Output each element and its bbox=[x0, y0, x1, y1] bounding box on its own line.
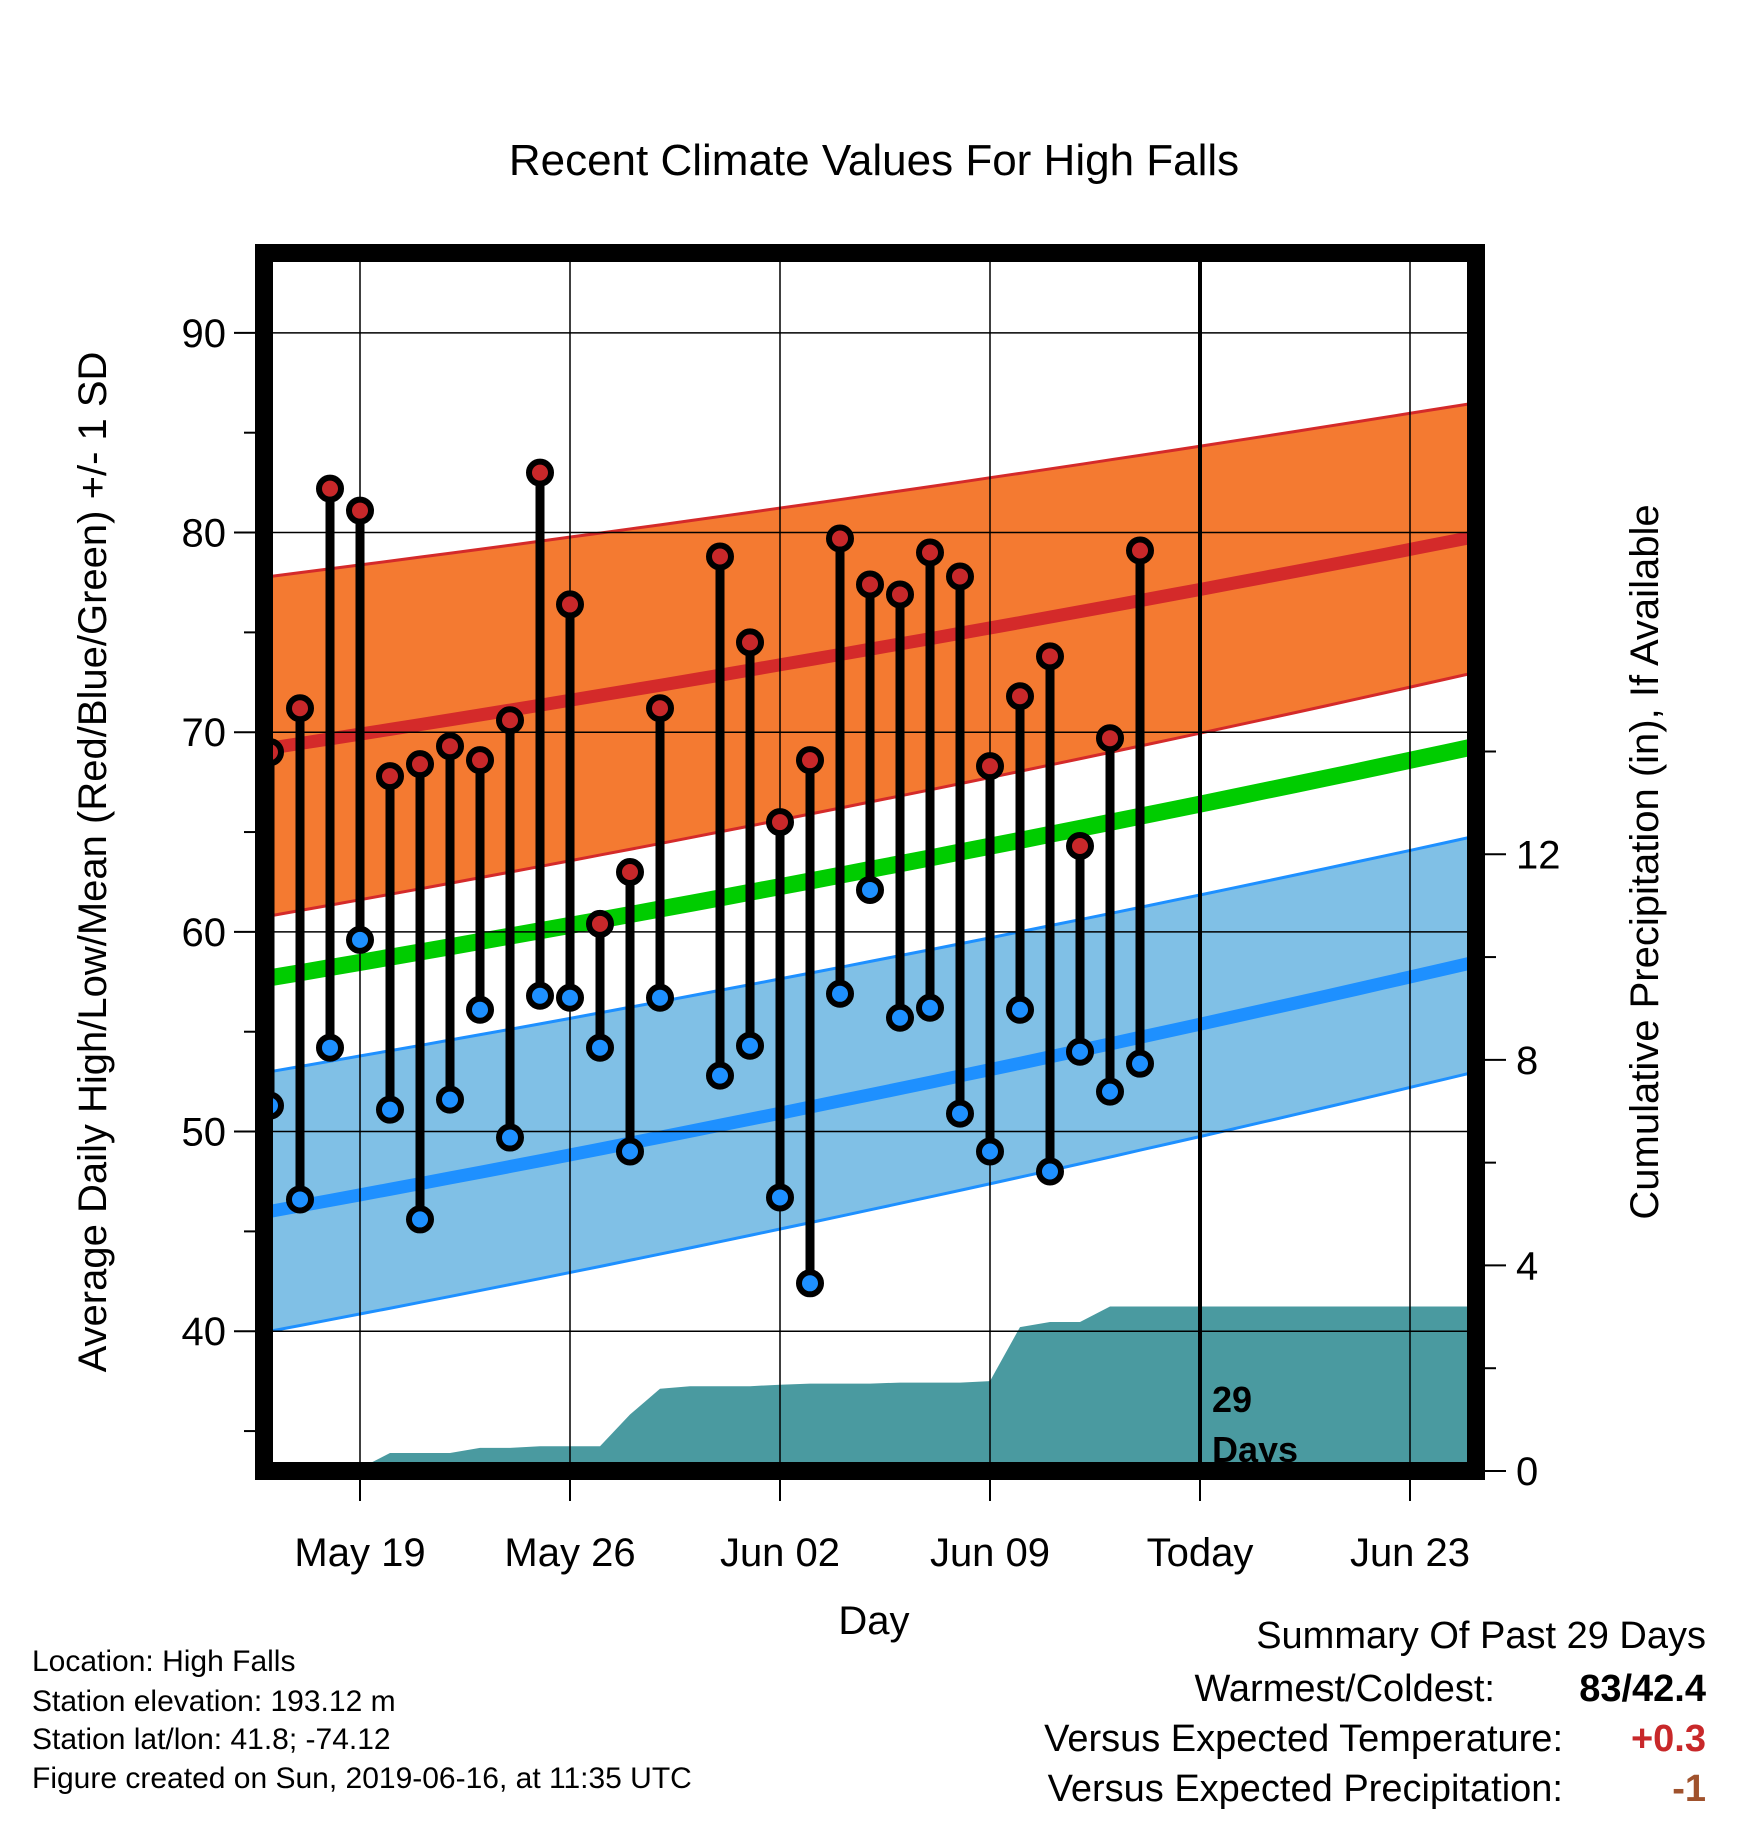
daily-low-point bbox=[526, 981, 554, 1010]
daily-low-point bbox=[586, 1033, 614, 1062]
daily-high-point bbox=[946, 562, 974, 591]
daily-low-point bbox=[346, 925, 374, 954]
daily-low-point bbox=[736, 1031, 764, 1060]
x-axis-label: Day bbox=[838, 1599, 909, 1643]
daily-low-point bbox=[1126, 1049, 1154, 1078]
y-right-tick-label: 8 bbox=[1516, 1039, 1538, 1083]
daily-low-point bbox=[406, 1205, 434, 1234]
daily-high-point bbox=[1096, 724, 1124, 753]
chart-title: Recent Climate Values For High Falls bbox=[509, 136, 1239, 185]
daily-high-point bbox=[976, 752, 1004, 781]
normal-low-line bbox=[268, 955, 1476, 1218]
daily-low-point bbox=[1066, 1037, 1094, 1066]
daily-low-point bbox=[1096, 1077, 1124, 1106]
daily-low-point bbox=[496, 1123, 524, 1152]
summary-warmest-label: Warmest/Coldest: bbox=[1194, 1668, 1495, 1710]
x-tick-label: May 26 bbox=[504, 1531, 635, 1575]
high-plus-sd-line bbox=[269, 401, 1476, 578]
daily-high-point bbox=[406, 750, 434, 779]
daily-high-point bbox=[1006, 682, 1034, 711]
daily-low-point bbox=[376, 1095, 404, 1124]
y-left-tick-label: 40 bbox=[182, 1310, 227, 1354]
daily-high-point bbox=[346, 496, 374, 525]
daily-low-point bbox=[946, 1099, 974, 1128]
daily-high-point bbox=[796, 746, 824, 775]
x-tick-label: Today bbox=[1147, 1531, 1254, 1575]
daily-low-point bbox=[436, 1085, 464, 1114]
low-minus-sd-line bbox=[269, 1070, 1476, 1333]
x-tick-label: Jun 09 bbox=[930, 1531, 1050, 1575]
daily-high-point bbox=[496, 706, 524, 735]
daily-low-point bbox=[1036, 1157, 1064, 1186]
daily-high-point bbox=[1036, 642, 1064, 671]
daily-high-point bbox=[526, 458, 554, 487]
y-left-tick-label: 80 bbox=[182, 512, 227, 556]
plot-frame bbox=[255, 244, 1485, 1480]
daily-low-point bbox=[286, 1185, 314, 1214]
daily-high-point bbox=[1126, 536, 1154, 565]
footer-location: Location: High Falls bbox=[32, 1645, 296, 1678]
y-left-tick-label: 50 bbox=[182, 1111, 227, 1155]
y-right-tick-label: 0 bbox=[1516, 1450, 1538, 1494]
x-tick-label: Jun 23 bbox=[1350, 1531, 1470, 1575]
daily-low-point bbox=[916, 993, 944, 1022]
daily-high-point bbox=[916, 538, 944, 567]
daily-high-point bbox=[736, 628, 764, 657]
daily-high-point bbox=[886, 580, 914, 609]
daily-low-point bbox=[826, 979, 854, 1008]
footer-elevation: Station elevation: 193.12 m bbox=[32, 1685, 396, 1718]
daily-low-point bbox=[556, 983, 584, 1012]
x-tick-label: Jun 02 bbox=[720, 1531, 840, 1575]
daily-high-point bbox=[556, 590, 584, 619]
y-left-tick-label: 60 bbox=[182, 911, 227, 955]
summary-temp-label: Versus Expected Temperature: bbox=[1044, 1718, 1563, 1760]
daily-low-point bbox=[706, 1061, 734, 1090]
daily-low-point bbox=[886, 1003, 914, 1032]
precip-area bbox=[270, 1306, 1476, 1471]
daily-high-point bbox=[646, 694, 674, 723]
y-left-tick-label: 70 bbox=[182, 711, 227, 755]
daily-low-point bbox=[646, 983, 674, 1012]
daily-low-point bbox=[976, 1137, 1004, 1166]
daily-low-point bbox=[316, 1033, 344, 1062]
daily-high-point bbox=[856, 570, 884, 599]
daily-high-point bbox=[466, 746, 494, 775]
daily-low-point bbox=[796, 1269, 824, 1298]
daily-low-point bbox=[1006, 995, 1034, 1024]
y-left-tick-label: 90 bbox=[182, 312, 227, 356]
low-plus-sd-line bbox=[269, 834, 1476, 1074]
daily-high-point bbox=[826, 524, 854, 553]
daily-low-point bbox=[466, 995, 494, 1024]
y-left-axis-label: Average Daily High/Low/Mean (Red/Blue/Gr… bbox=[71, 352, 115, 1373]
y-right-tick-label: 12 bbox=[1516, 833, 1561, 877]
x-tick-label: May 19 bbox=[294, 1531, 425, 1575]
low-sd-band bbox=[270, 836, 1476, 1332]
summary-warmest-value: 83/42.4 bbox=[1579, 1668, 1706, 1710]
daily-high-point bbox=[436, 732, 464, 761]
daily-high-point bbox=[706, 542, 734, 571]
daily-high-point bbox=[1066, 832, 1094, 861]
y-right-tick-label: 4 bbox=[1516, 1244, 1538, 1288]
summary-temp-value: +0.3 bbox=[1630, 1718, 1706, 1760]
today-days-label: 29 bbox=[1212, 1379, 1252, 1420]
daily-high-point bbox=[316, 474, 344, 503]
summary-precip-value: -1 bbox=[1672, 1768, 1706, 1810]
daily-low-point bbox=[856, 875, 884, 904]
daily-high-point bbox=[376, 762, 404, 791]
summary-title: Summary Of Past 29 Days bbox=[1256, 1615, 1706, 1657]
footer-created: Figure created on Sun, 2019-06-16, at 11… bbox=[32, 1762, 692, 1795]
footer-latlon: Station lat/lon: 41.8; -74.12 bbox=[32, 1723, 391, 1756]
daily-high-point bbox=[616, 857, 644, 886]
y-right-axis-label: Cumulative Precipitation (in), If Availa… bbox=[1623, 504, 1667, 1219]
daily-low-point bbox=[766, 1183, 794, 1212]
daily-high-point bbox=[286, 694, 314, 723]
summary-precip-label: Versus Expected Precipitation: bbox=[1047, 1768, 1563, 1810]
daily-high-point bbox=[766, 808, 794, 837]
daily-high-point bbox=[586, 909, 614, 938]
daily-low-point bbox=[616, 1137, 644, 1166]
